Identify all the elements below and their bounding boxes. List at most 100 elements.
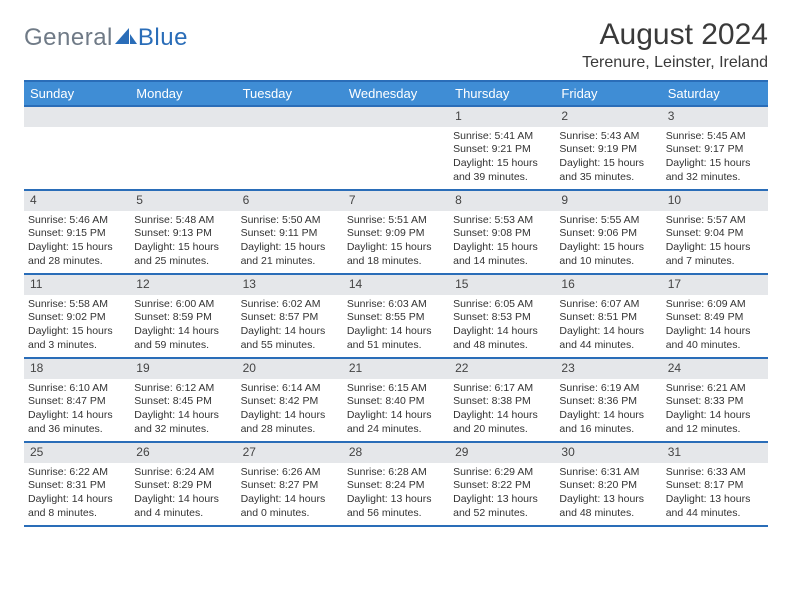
day-sunrise: Sunrise: 5:58 AM xyxy=(28,298,124,312)
day-body: Sunrise: 6:33 AMSunset: 8:17 PMDaylight:… xyxy=(662,463,768,525)
calendar-day-cell: 19Sunrise: 6:12 AMSunset: 8:45 PMDayligh… xyxy=(130,359,236,441)
weekday-header: Tuesday xyxy=(237,82,343,105)
day-day1: Daylight: 15 hours xyxy=(28,325,124,339)
day-sunset: Sunset: 9:21 PM xyxy=(453,143,549,157)
day-sunrise: Sunrise: 6:29 AM xyxy=(453,466,549,480)
day-day2: and 14 minutes. xyxy=(453,255,549,269)
day-sunrise: Sunrise: 6:19 AM xyxy=(559,382,655,396)
day-number: 10 xyxy=(662,191,768,211)
calendar-day-cell: 7Sunrise: 5:51 AMSunset: 9:09 PMDaylight… xyxy=(343,191,449,273)
calendar-day-cell: 10Sunrise: 5:57 AMSunset: 9:04 PMDayligh… xyxy=(662,191,768,273)
day-day2: and 12 minutes. xyxy=(666,423,762,437)
day-number: 24 xyxy=(662,359,768,379)
day-day1: Daylight: 13 hours xyxy=(666,493,762,507)
day-number: 18 xyxy=(24,359,130,379)
day-sunrise: Sunrise: 5:53 AM xyxy=(453,214,549,228)
day-body: Sunrise: 6:05 AMSunset: 8:53 PMDaylight:… xyxy=(449,295,555,357)
day-day1: Daylight: 14 hours xyxy=(134,493,230,507)
day-sunset: Sunset: 8:47 PM xyxy=(28,395,124,409)
calendar-day-cell: 23Sunrise: 6:19 AMSunset: 8:36 PMDayligh… xyxy=(555,359,661,441)
day-day2: and 35 minutes. xyxy=(559,171,655,185)
day-body: Sunrise: 5:50 AMSunset: 9:11 PMDaylight:… xyxy=(237,211,343,273)
day-sunrise: Sunrise: 6:21 AM xyxy=(666,382,762,396)
calendar-week-row: 11Sunrise: 5:58 AMSunset: 9:02 PMDayligh… xyxy=(24,273,768,357)
day-day2: and 0 minutes. xyxy=(241,507,337,521)
day-day1: Daylight: 14 hours xyxy=(241,409,337,423)
day-day2: and 28 minutes. xyxy=(241,423,337,437)
day-day1: Daylight: 15 hours xyxy=(28,241,124,255)
sail-icon xyxy=(115,26,137,51)
day-body: Sunrise: 6:07 AMSunset: 8:51 PMDaylight:… xyxy=(555,295,661,357)
day-sunrise: Sunrise: 6:17 AM xyxy=(453,382,549,396)
day-day2: and 10 minutes. xyxy=(559,255,655,269)
month-title: August 2024 xyxy=(582,18,768,52)
day-day2: and 21 minutes. xyxy=(241,255,337,269)
day-day1: Daylight: 13 hours xyxy=(559,493,655,507)
day-sunset: Sunset: 8:38 PM xyxy=(453,395,549,409)
day-sunset: Sunset: 9:09 PM xyxy=(347,227,443,241)
day-day1: Daylight: 14 hours xyxy=(241,493,337,507)
day-sunset: Sunset: 8:57 PM xyxy=(241,311,337,325)
day-sunrise: Sunrise: 6:05 AM xyxy=(453,298,549,312)
day-day2: and 48 minutes. xyxy=(559,507,655,521)
day-number: 27 xyxy=(237,443,343,463)
day-day2: and 56 minutes. xyxy=(347,507,443,521)
day-sunset: Sunset: 8:53 PM xyxy=(453,311,549,325)
day-sunset: Sunset: 8:27 PM xyxy=(241,479,337,493)
day-sunrise: Sunrise: 5:57 AM xyxy=(666,214,762,228)
day-body: Sunrise: 5:51 AMSunset: 9:09 PMDaylight:… xyxy=(343,211,449,273)
day-sunrise: Sunrise: 6:00 AM xyxy=(134,298,230,312)
day-number: 8 xyxy=(449,191,555,211)
calendar-day-cell: 4Sunrise: 5:46 AMSunset: 9:15 PMDaylight… xyxy=(24,191,130,273)
day-number: 17 xyxy=(662,275,768,295)
day-body: Sunrise: 6:17 AMSunset: 8:38 PMDaylight:… xyxy=(449,379,555,441)
calendar-day-cell: 5Sunrise: 5:48 AMSunset: 9:13 PMDaylight… xyxy=(130,191,236,273)
day-sunset: Sunset: 8:42 PM xyxy=(241,395,337,409)
day-sunrise: Sunrise: 6:31 AM xyxy=(559,466,655,480)
day-day2: and 55 minutes. xyxy=(241,339,337,353)
day-sunrise: Sunrise: 5:43 AM xyxy=(559,130,655,144)
calendar-week-row: 18Sunrise: 6:10 AMSunset: 8:47 PMDayligh… xyxy=(24,357,768,441)
day-sunset: Sunset: 9:19 PM xyxy=(559,143,655,157)
day-number: 19 xyxy=(130,359,236,379)
calendar-day-cell: 25Sunrise: 6:22 AMSunset: 8:31 PMDayligh… xyxy=(24,443,130,525)
day-sunset: Sunset: 8:59 PM xyxy=(134,311,230,325)
day-body: Sunrise: 6:21 AMSunset: 8:33 PMDaylight:… xyxy=(662,379,768,441)
calendar-day-cell: 26Sunrise: 6:24 AMSunset: 8:29 PMDayligh… xyxy=(130,443,236,525)
day-sunrise: Sunrise: 6:33 AM xyxy=(666,466,762,480)
day-day1: Daylight: 14 hours xyxy=(666,325,762,339)
day-sunset: Sunset: 8:40 PM xyxy=(347,395,443,409)
calendar-day-cell: 13Sunrise: 6:02 AMSunset: 8:57 PMDayligh… xyxy=(237,275,343,357)
day-sunset: Sunset: 8:33 PM xyxy=(666,395,762,409)
day-day2: and 52 minutes. xyxy=(453,507,549,521)
day-day2: and 20 minutes. xyxy=(453,423,549,437)
day-body: Sunrise: 5:57 AMSunset: 9:04 PMDaylight:… xyxy=(662,211,768,273)
day-number: 4 xyxy=(24,191,130,211)
day-day2: and 48 minutes. xyxy=(453,339,549,353)
calendar-day-cell: 8Sunrise: 5:53 AMSunset: 9:08 PMDaylight… xyxy=(449,191,555,273)
day-sunset: Sunset: 8:22 PM xyxy=(453,479,549,493)
day-sunrise: Sunrise: 6:09 AM xyxy=(666,298,762,312)
day-day1: Daylight: 14 hours xyxy=(559,325,655,339)
day-day1: Daylight: 14 hours xyxy=(134,325,230,339)
day-sunrise: Sunrise: 6:02 AM xyxy=(241,298,337,312)
day-day1: Daylight: 15 hours xyxy=(559,241,655,255)
day-body: Sunrise: 6:29 AMSunset: 8:22 PMDaylight:… xyxy=(449,463,555,525)
weekday-header: Sunday xyxy=(24,82,130,105)
day-day2: and 59 minutes. xyxy=(134,339,230,353)
day-body: Sunrise: 6:00 AMSunset: 8:59 PMDaylight:… xyxy=(130,295,236,357)
day-body: Sunrise: 6:31 AMSunset: 8:20 PMDaylight:… xyxy=(555,463,661,525)
day-number: 2 xyxy=(555,107,661,127)
day-day2: and 36 minutes. xyxy=(28,423,124,437)
day-body: Sunrise: 6:22 AMSunset: 8:31 PMDaylight:… xyxy=(24,463,130,525)
day-day1: Daylight: 14 hours xyxy=(453,409,549,423)
day-day2: and 7 minutes. xyxy=(666,255,762,269)
day-day2: and 51 minutes. xyxy=(347,339,443,353)
day-body: Sunrise: 6:28 AMSunset: 8:24 PMDaylight:… xyxy=(343,463,449,525)
calendar-day-cell: 15Sunrise: 6:05 AMSunset: 8:53 PMDayligh… xyxy=(449,275,555,357)
day-sunset: Sunset: 9:08 PM xyxy=(453,227,549,241)
day-sunset: Sunset: 9:04 PM xyxy=(666,227,762,241)
day-number: 23 xyxy=(555,359,661,379)
calendar-day-cell xyxy=(343,107,449,189)
day-sunrise: Sunrise: 5:41 AM xyxy=(453,130,549,144)
